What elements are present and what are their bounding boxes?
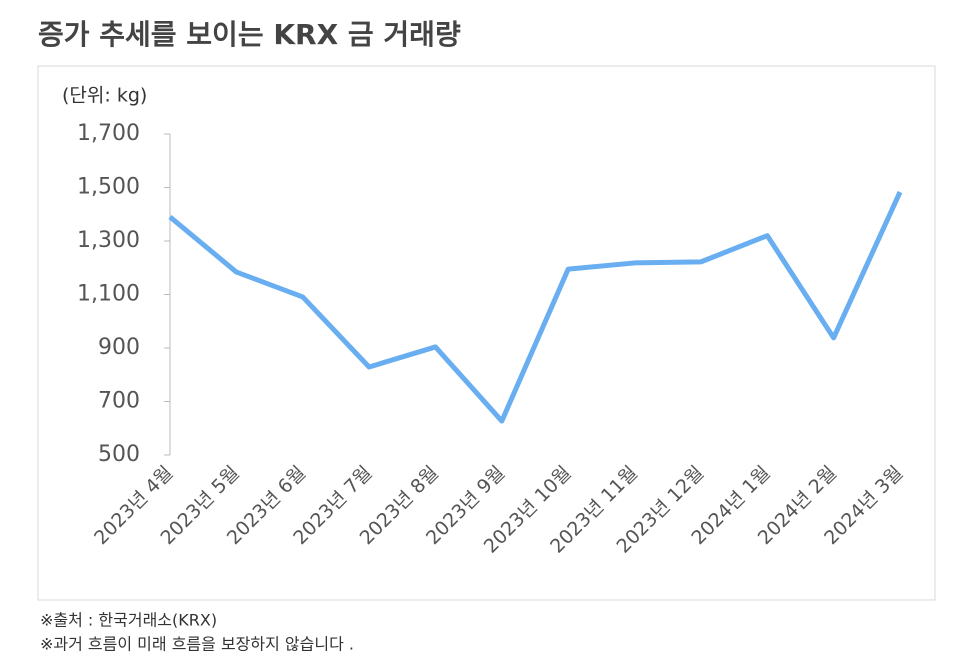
- y-tick-label: 1,300: [77, 228, 140, 253]
- plot-frame: [37, 65, 936, 601]
- footnote: ※과거 흐름이 미래 흐름을 보장하지 않습니다 .: [40, 635, 354, 654]
- y-tick-label: 500: [98, 442, 140, 467]
- y-tick-label: 1,700: [77, 121, 140, 146]
- y-tick-label: 700: [98, 389, 140, 414]
- chart-title: 증가 추세를 보이는 KRX 금 거래량: [38, 18, 461, 51]
- y-tick-label: 900: [98, 335, 140, 360]
- y-tick-label: 1,100: [77, 282, 140, 307]
- y-tick-label: 1,500: [77, 175, 140, 200]
- footnote: ※출처 : 한국거래소(KRX): [40, 611, 217, 630]
- data-line: [168, 191, 903, 424]
- unit-label: (단위: kg): [62, 85, 147, 107]
